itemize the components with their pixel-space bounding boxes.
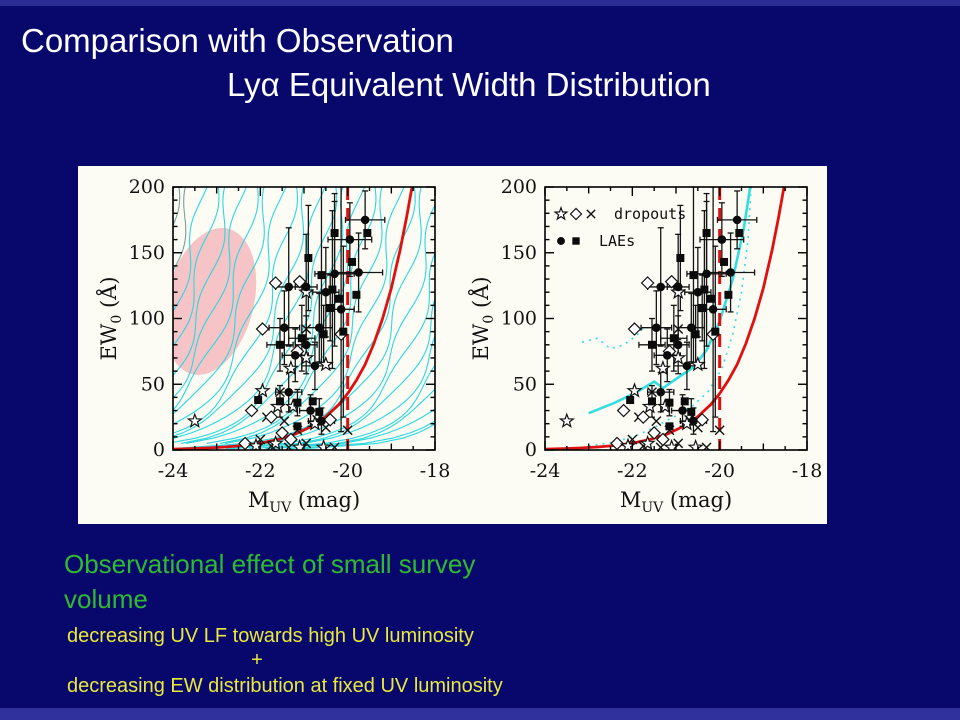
note-plus: + xyxy=(251,649,263,671)
svg-text:0: 0 xyxy=(153,439,165,461)
figure-panel: -24 -22 -20 -18 0 50 100 150 200 MUV (mag) EW0 (Å)… xyxy=(78,166,827,524)
svg-text:100: 100 xyxy=(129,308,165,330)
slide-bottom-edge-strip xyxy=(0,708,960,720)
svg-text:EW0 (Å): EW0 (Å) xyxy=(468,276,497,360)
slide-title: Comparison with Observation xyxy=(21,22,454,59)
caption-green: Observational effect of small survey vol… xyxy=(64,547,475,617)
slide-subtitle: Lyα Equivalent Width Distribution xyxy=(227,66,711,103)
note-line1: decreasing UV LF towards high UV luminos… xyxy=(67,625,474,647)
note-line2: decreasing EW distribution at fixed UV l… xyxy=(67,675,503,697)
svg-text:MUV (mag): MUV (mag) xyxy=(248,488,360,516)
svg-text:-22: -22 xyxy=(245,460,276,482)
svg-text:200: 200 xyxy=(129,176,165,198)
svg-text:MUV (mag): MUV (mag) xyxy=(620,488,732,516)
svg-text:50: 50 xyxy=(513,373,537,395)
caption-green-line1: Observational effect of small survey xyxy=(64,549,476,579)
svg-text:-24: -24 xyxy=(530,460,561,482)
svg-text:EW0 (Å): EW0 (Å) xyxy=(96,276,125,360)
svg-text:50: 50 xyxy=(141,373,165,395)
svg-text:dropouts: dropouts xyxy=(614,205,686,223)
svg-text:-18: -18 xyxy=(792,460,823,482)
svg-text:100: 100 xyxy=(501,308,537,330)
svg-text:-22: -22 xyxy=(617,460,648,482)
svg-text:-24: -24 xyxy=(158,460,189,482)
ew-vs-muv-figure: -24 -22 -20 -18 0 50 100 150 200 MUV (mag) EW0 (Å)… xyxy=(96,176,823,516)
svg-text:LAEs: LAEs xyxy=(599,232,635,250)
svg-text:-20: -20 xyxy=(704,460,735,482)
caption-green-line2: volume xyxy=(64,584,148,614)
svg-text:150: 150 xyxy=(129,242,165,264)
svg-text:-18: -18 xyxy=(420,460,451,482)
slide-top-edge-strip xyxy=(0,0,960,6)
svg-text:-20: -20 xyxy=(332,460,363,482)
svg-text:0: 0 xyxy=(525,439,537,461)
svg-text:150: 150 xyxy=(501,242,537,264)
svg-text:200: 200 xyxy=(501,176,537,198)
